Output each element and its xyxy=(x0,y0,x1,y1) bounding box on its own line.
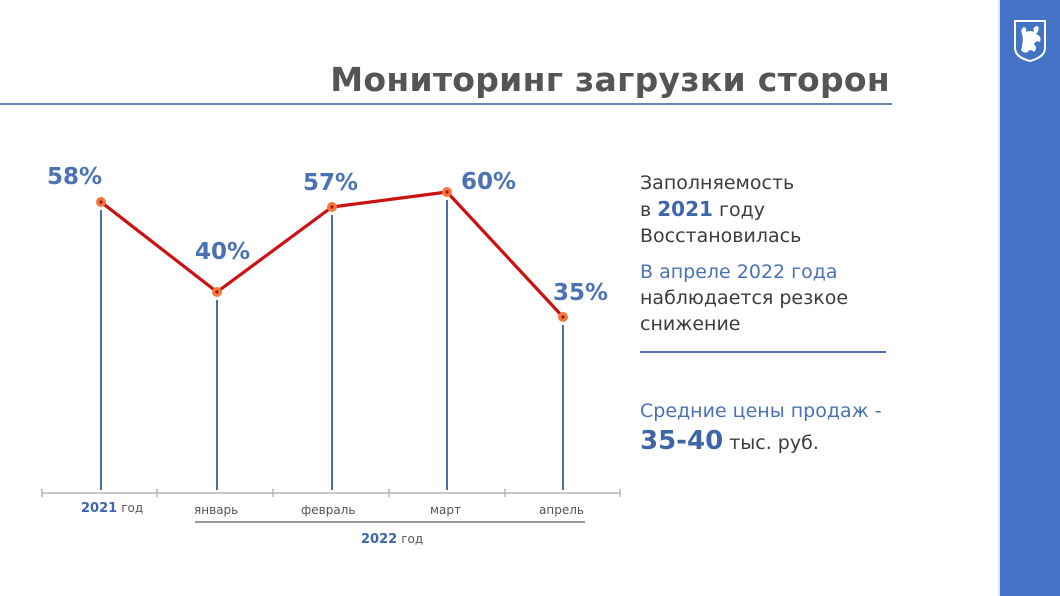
drop-lines xyxy=(100,200,564,490)
note-line-4: В апреле 2022 года xyxy=(640,261,838,283)
note-line-6: снижение xyxy=(640,313,741,335)
average-price: Средние цены продаж - 35-40 тыс. руб. xyxy=(640,398,900,460)
note-line-2: в 2021 году xyxy=(640,197,765,221)
category-feb: февраль xyxy=(301,503,355,517)
notes-divider xyxy=(640,351,886,353)
note-line-5: наблюдается резкое xyxy=(640,287,849,309)
x-axis xyxy=(41,489,621,497)
side-panel xyxy=(998,0,1060,596)
category-2021: 2021 год xyxy=(81,501,143,516)
summary-notes: Заполняемость в 2021 году Восстановилась… xyxy=(640,170,900,337)
title-divider xyxy=(0,103,892,105)
category-jan: январь xyxy=(194,503,238,517)
note-line-1: Заполняемость xyxy=(640,172,795,194)
data-label-jan: 40% xyxy=(195,239,250,265)
note-line-3: Восстановилась xyxy=(640,225,802,247)
coat-of-arms-icon xyxy=(1014,20,1046,62)
data-label-2021: 58% xyxy=(47,164,102,190)
page-title: Мониторинг загрузки сторон xyxy=(330,60,890,99)
category-mar: март xyxy=(430,503,461,517)
data-markers xyxy=(96,187,568,322)
occupancy-line-chart: 58% 40% 57% 60% 35% 2021 год январь февра… xyxy=(41,164,621,547)
price-value-line: 35-40 тыс. руб. xyxy=(640,426,819,456)
category-apr: апрель xyxy=(539,503,584,517)
group-label-2022: 2022 год xyxy=(361,532,423,547)
data-label-mar: 60% xyxy=(461,169,516,195)
price-label: Средние цены продаж - xyxy=(640,400,882,422)
data-label-feb: 57% xyxy=(303,170,358,196)
data-label-apr: 35% xyxy=(553,280,608,306)
